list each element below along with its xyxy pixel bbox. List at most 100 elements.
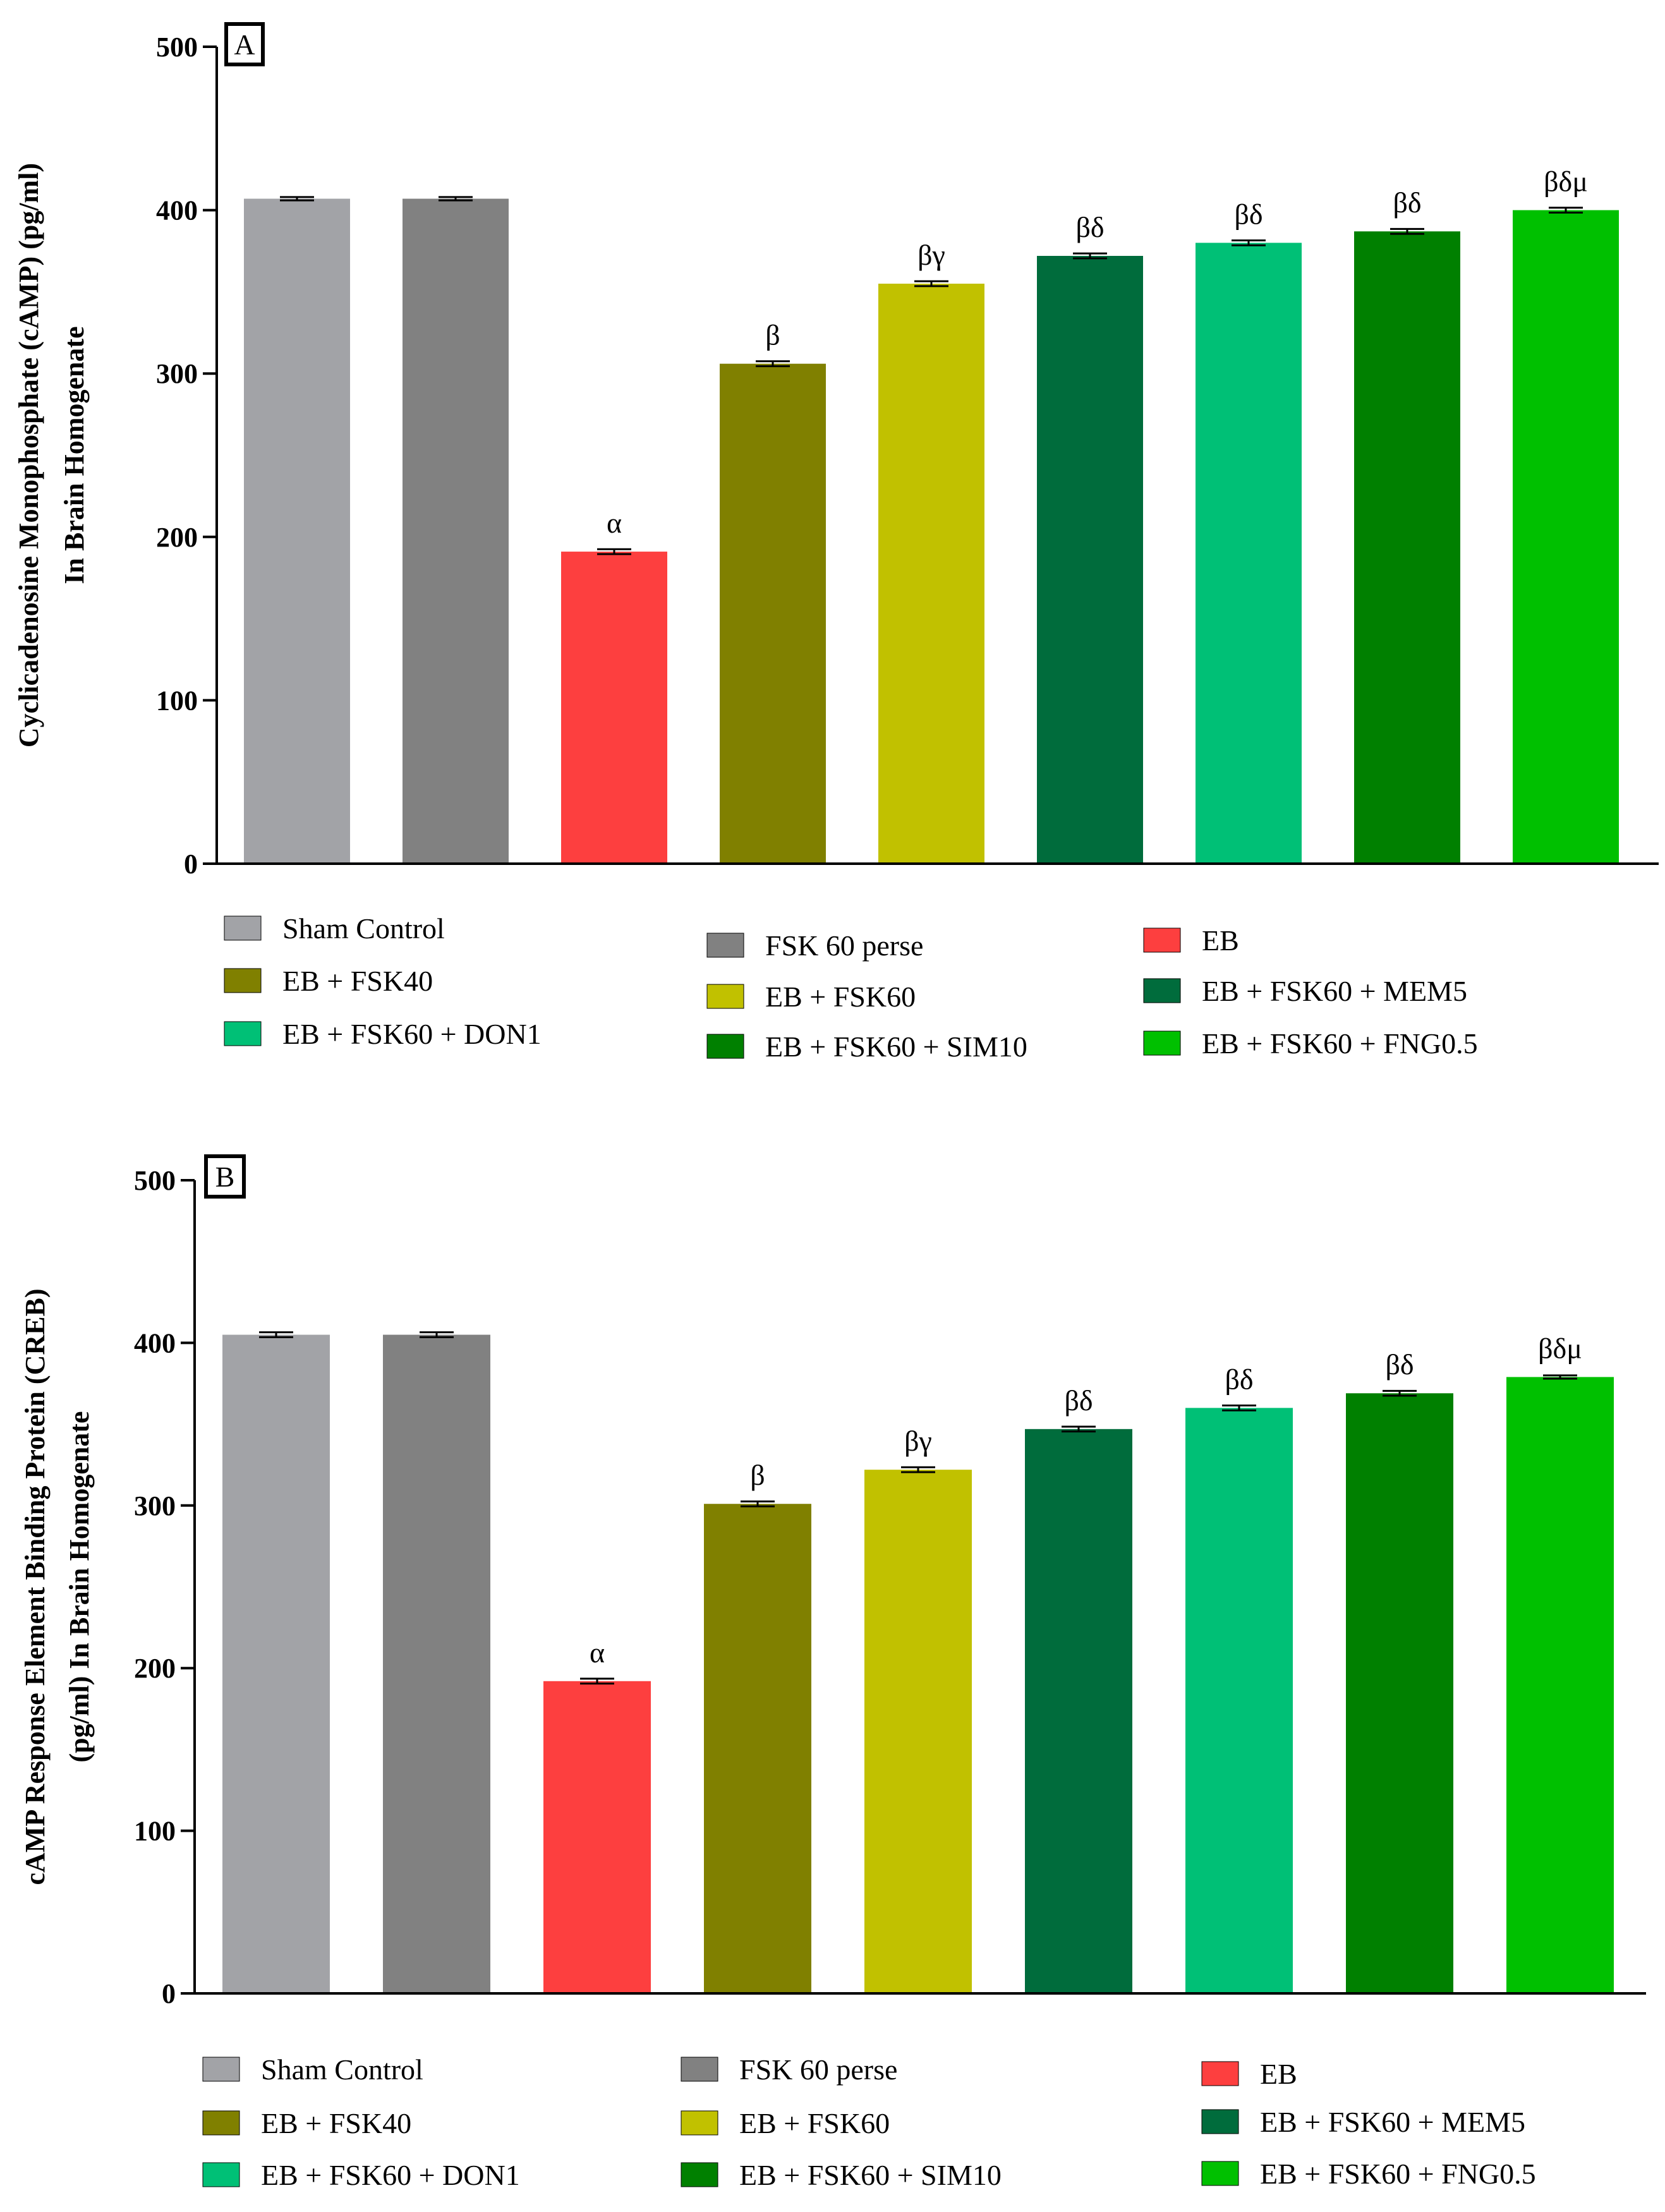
- legend-label: EB + FSK60: [739, 2107, 890, 2139]
- significance-label: βδ: [1234, 198, 1262, 230]
- legend-item: EB + FSK60 + FNG0.5: [1143, 1027, 1478, 1060]
- error-bar: [439, 196, 473, 202]
- y-tick-label: 300: [134, 1490, 176, 1521]
- legend-swatch: [681, 2057, 718, 2082]
- bar: [720, 363, 826, 864]
- error-bar: [280, 196, 314, 202]
- legend-label: EB + FSK40: [282, 965, 433, 997]
- significance-label: βδμ: [1538, 1332, 1582, 1364]
- legend-item: EB + FSK60 + MEM5: [1143, 975, 1467, 1007]
- error-bar: [259, 1331, 293, 1338]
- legend-swatch: [706, 933, 744, 958]
- legend-label: EB + FSK60 + MEM5: [1202, 975, 1467, 1007]
- significance-label: α: [590, 1636, 605, 1669]
- chart-panel-a: α β βγ βδ βδ βδ βδμ 0 100 200 300 400 500 Cyclicadeno…: [13, 22, 1659, 1063]
- legend-item: EB + FSK60 + DON1: [202, 2159, 520, 2191]
- y-tick-label: 100: [156, 685, 198, 716]
- legend-swatch: [1201, 2061, 1239, 2086]
- legend-label: EB + FSK60 + FNG0.5: [1260, 2158, 1536, 2190]
- y-axis-label: cAMP Response Element Binding Protein (C…: [20, 1289, 51, 1885]
- significance-label: βδ: [1075, 211, 1104, 243]
- bar: [864, 1470, 972, 1993]
- bar: [561, 552, 667, 864]
- error-bar: [1549, 207, 1583, 214]
- error-bar: [1073, 252, 1107, 260]
- panel-tag-box: [224, 22, 265, 66]
- chart-panel-b: α β βγ βδ βδ βδ βδμ 0 100 200 300 400 500 cAMP Respon…: [20, 1154, 1646, 2191]
- legend-label: EB + FSK60 + FNG0.5: [1202, 1027, 1478, 1060]
- legend-label: EB + FSK60 + SIM10: [765, 1030, 1027, 1063]
- y-tick-label: 0: [184, 849, 198, 879]
- legend-swatch: [224, 916, 262, 941]
- legend-swatch: [224, 1021, 262, 1046]
- legend-item: EB + FSK60 + MEM5: [1201, 2106, 1525, 2138]
- y-tick-label: 200: [134, 1653, 176, 1684]
- legend-label: EB + FSK60 + DON1: [282, 1018, 542, 1050]
- y-axis-label: In Brain Homogenate: [59, 326, 90, 584]
- significance-label: βδ: [1225, 1363, 1253, 1395]
- y-tick-label: 0: [162, 1978, 176, 2009]
- legend-swatch: [1143, 978, 1181, 1003]
- bar: [1037, 256, 1143, 864]
- bar: [1346, 1393, 1453, 1993]
- legend-label: EB + FSK40: [261, 2107, 411, 2139]
- legend-label: EB + FSK60 + SIM10: [739, 2159, 1002, 2191]
- legend-item: EB + FSK60: [681, 2107, 890, 2139]
- bar: [704, 1504, 811, 1993]
- y-tick-label: 400: [156, 195, 198, 226]
- bar: [1025, 1429, 1132, 1993]
- legend-label: EB + FSK60: [765, 981, 916, 1013]
- error-bar: [420, 1331, 454, 1338]
- legend-item: Sham Control: [224, 912, 445, 945]
- legend-item: EB + FSK60 + FNG0.5: [1201, 2158, 1536, 2190]
- legend-item: Sham Control: [202, 2053, 423, 2086]
- legend-swatch: [681, 2110, 718, 2136]
- legend-item: EB + FSK40: [202, 2107, 411, 2139]
- bar: [1513, 210, 1619, 864]
- bar: [1185, 1408, 1293, 1993]
- bar: [543, 1681, 651, 1993]
- significance-label: βγ: [917, 239, 945, 271]
- bar: [1354, 231, 1460, 864]
- significance-label: βδ: [1385, 1348, 1414, 1381]
- legend-item: EB + FSK60 + SIM10: [681, 2159, 1002, 2191]
- error-bar: [1543, 1374, 1577, 1380]
- legend-swatch: [706, 1034, 744, 1059]
- legend-label: FSK 60 perse: [739, 2053, 897, 2086]
- legend-label: FSK 60 perse: [765, 929, 923, 962]
- significance-label: β: [750, 1459, 765, 1491]
- panel-tag: A: [234, 28, 255, 61]
- legend-swatch: [706, 984, 744, 1009]
- error-bar: [580, 1677, 614, 1685]
- legend-item: EB + FSK60 + SIM10: [706, 1030, 1027, 1063]
- legend: Sham Control EB + FSK40 EB + FSK60 + DON1 F…: [224, 912, 1478, 1063]
- bar: [403, 198, 509, 864]
- legend-label: EB + FSK60 + MEM5: [1260, 2106, 1525, 2138]
- significance-label: α: [607, 507, 622, 539]
- bar: [1196, 243, 1302, 864]
- y-tick-label: 300: [156, 358, 198, 389]
- error-bar: [756, 360, 790, 368]
- legend-item: EB + FSK60: [706, 981, 916, 1013]
- legend-swatch: [224, 968, 262, 993]
- panel-tag: B: [215, 1161, 235, 1193]
- legend-swatch: [202, 2162, 240, 2187]
- legend-item: EB: [1143, 924, 1239, 957]
- legend-swatch: [202, 2110, 240, 2136]
- bar: [1506, 1377, 1614, 1993]
- legend-swatch: [1143, 928, 1181, 953]
- significance-label: βδ: [1064, 1384, 1093, 1417]
- significance-label: βγ: [904, 1425, 932, 1457]
- bar: [878, 283, 984, 864]
- y-tick-label: 100: [134, 1816, 176, 1847]
- legend: Sham Control EB + FSK40 EB + FSK60 + DON1 F…: [202, 2053, 1536, 2191]
- error-bar: [1232, 239, 1266, 246]
- legend-swatch: [1201, 2109, 1239, 2134]
- panel-tag-box: [204, 1154, 246, 1199]
- legend-item: EB + FSK40: [224, 965, 433, 997]
- error-bar: [597, 548, 631, 555]
- bar: [244, 198, 350, 864]
- error-bar: [1222, 1404, 1256, 1411]
- significance-label: βδ: [1393, 186, 1421, 219]
- y-tick-label: 500: [156, 32, 198, 63]
